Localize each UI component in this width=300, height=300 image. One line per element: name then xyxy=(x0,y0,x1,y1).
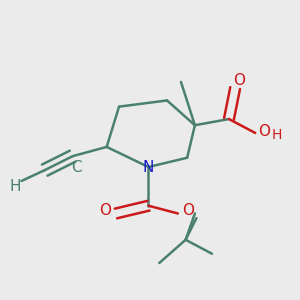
Text: N: N xyxy=(143,160,154,175)
Text: O: O xyxy=(233,73,245,88)
Text: H: H xyxy=(271,128,281,142)
Text: O: O xyxy=(99,203,111,218)
Text: O: O xyxy=(182,203,194,218)
Text: H: H xyxy=(10,179,21,194)
Text: C: C xyxy=(71,160,82,175)
Text: O: O xyxy=(259,124,271,139)
